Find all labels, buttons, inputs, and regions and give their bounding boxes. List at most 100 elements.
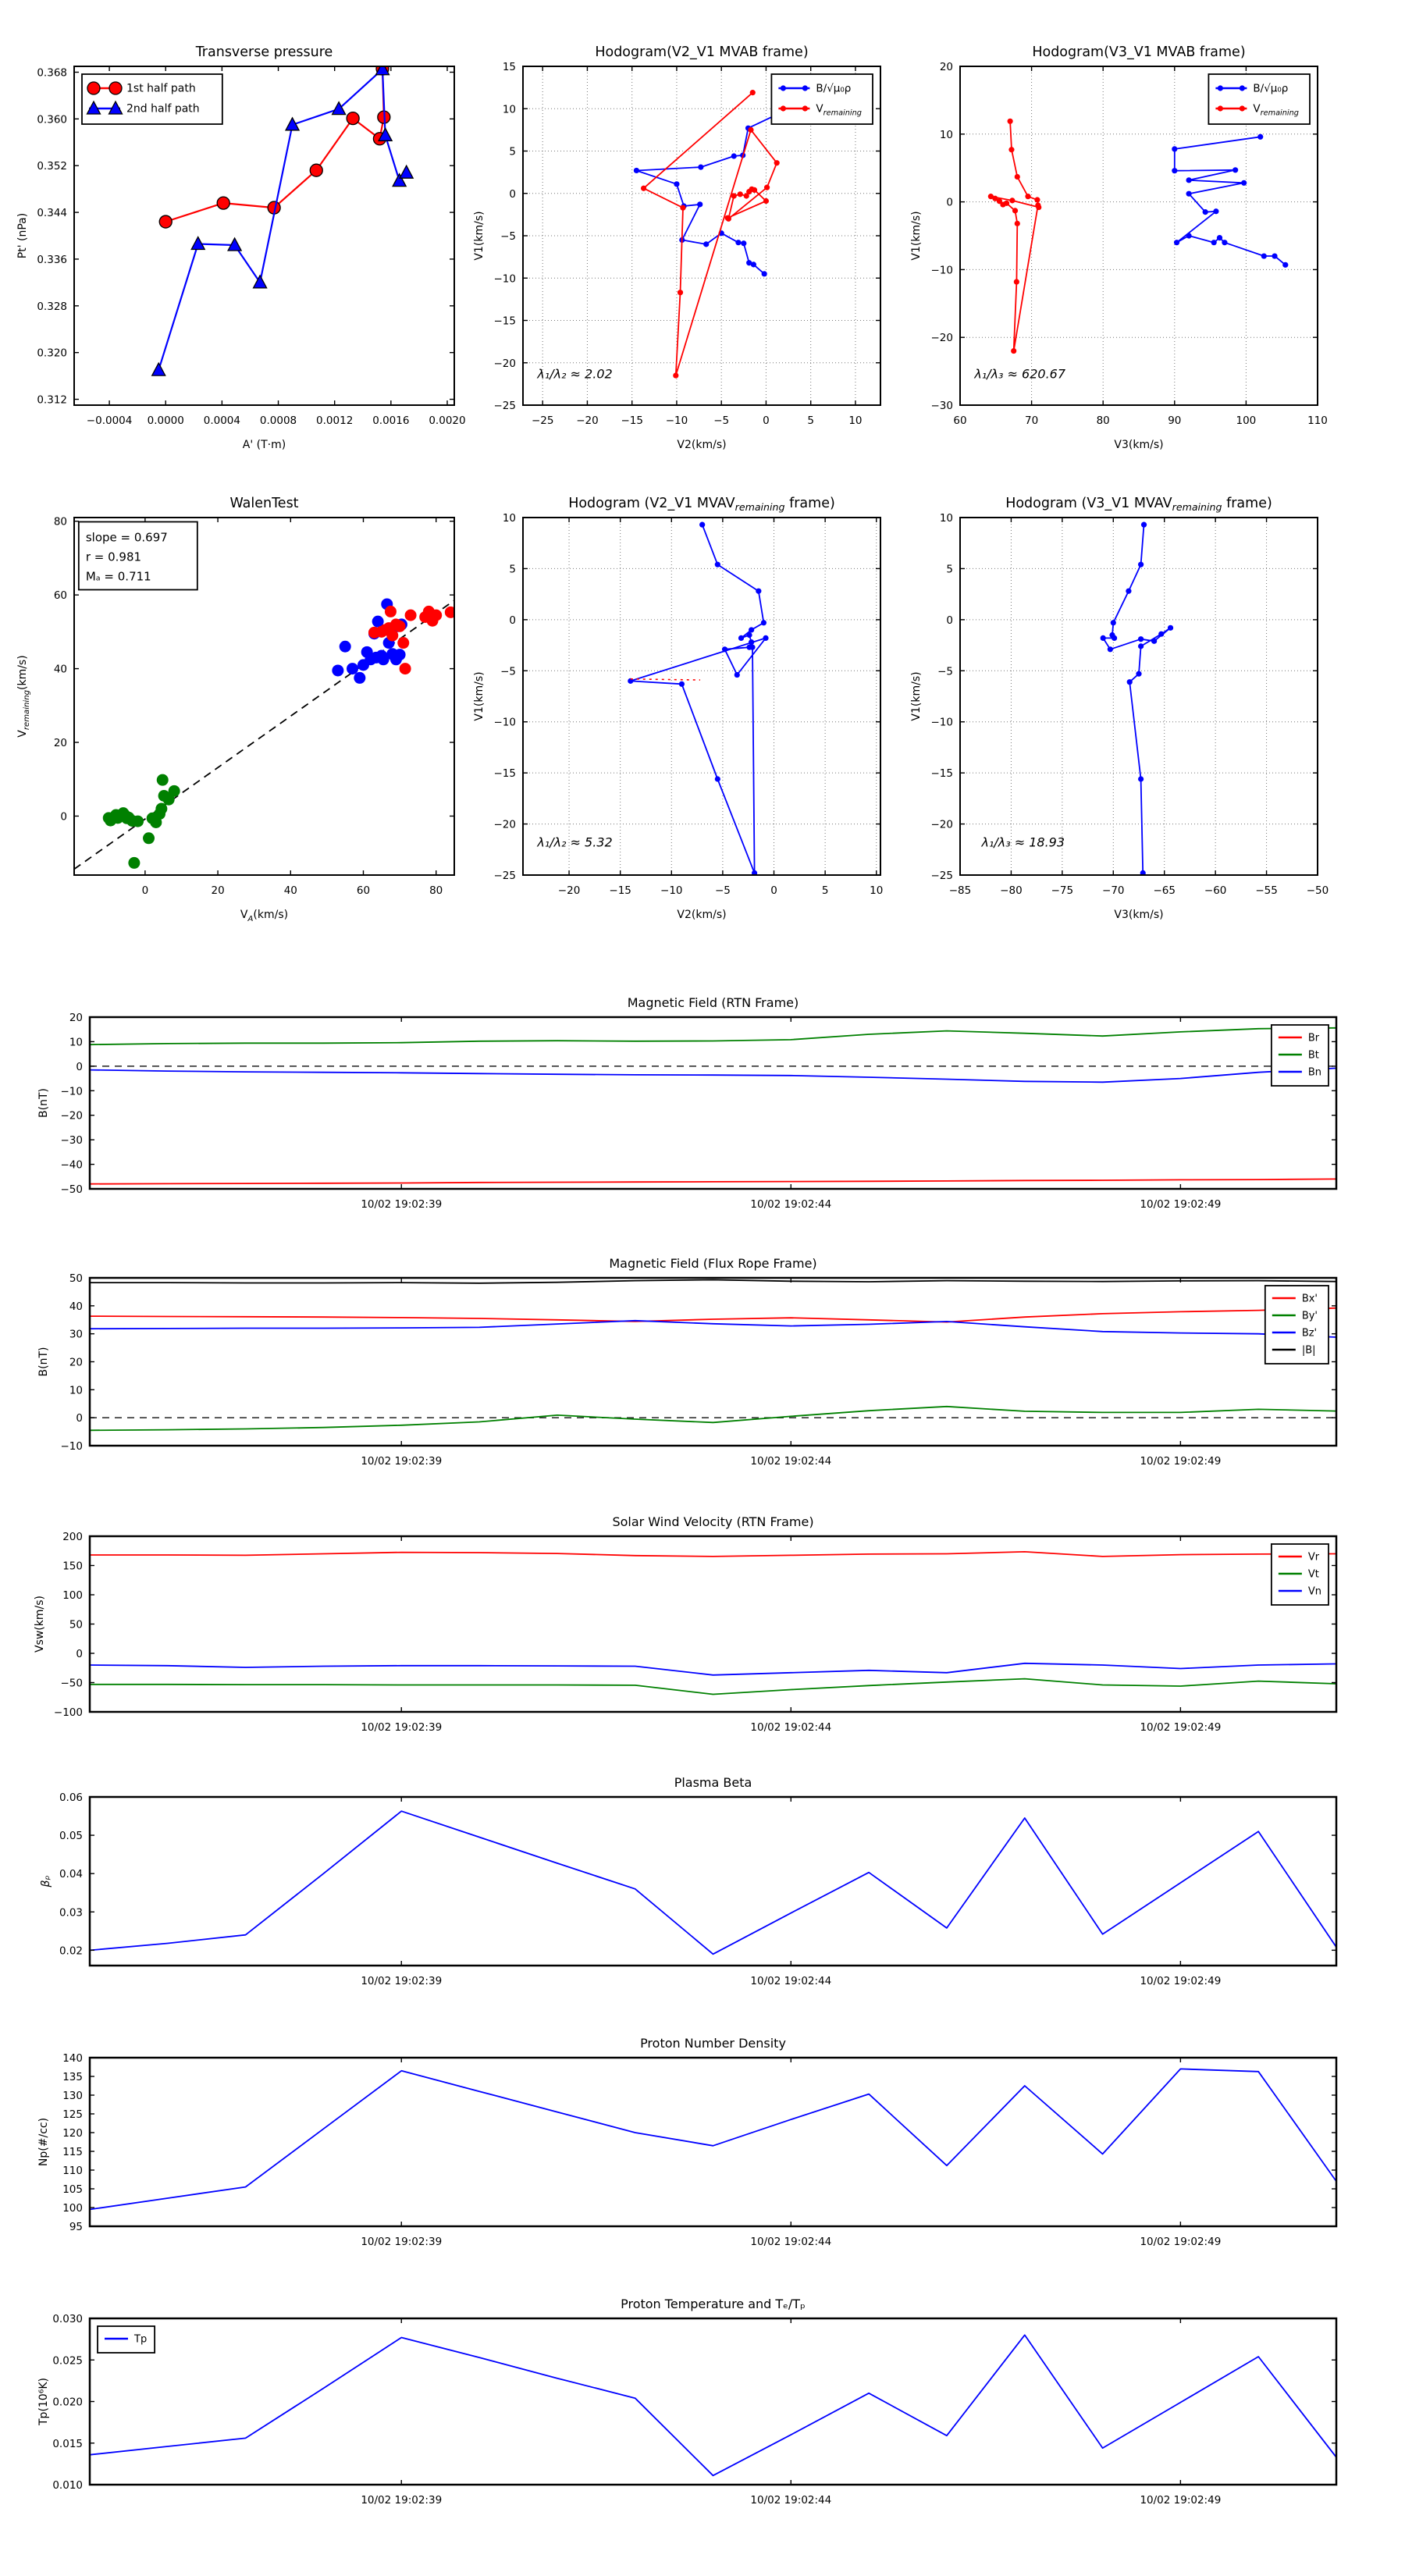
y-tick-label: 115 — [62, 2146, 83, 2158]
x-tick-label: −5 — [713, 415, 729, 427]
y-tick-label: 120 — [62, 2127, 83, 2140]
y-tick-label: 0.06 — [59, 1791, 83, 1804]
y-tick-label: 10 — [69, 1036, 83, 1048]
x-tick-label: 10 — [870, 884, 883, 897]
x-tick-label: 0 — [770, 884, 777, 897]
legend-label: Vr — [1308, 1552, 1320, 1564]
panel-p3-xlabel: V3(km/s) — [1114, 439, 1163, 451]
panel-t1-ylabel: B(nT) — [37, 1088, 50, 1118]
y-tick-label: −5 — [500, 230, 516, 243]
series-Vt — [90, 1678, 1336, 1695]
legend-label: Tp — [133, 2334, 147, 2346]
x-tick-label: 10/02 19:02:39 — [361, 1455, 442, 1468]
panel-p3-ylabel: V1(km/s) — [910, 211, 923, 260]
x-tick-label: 10/02 19:02:44 — [750, 2236, 831, 2248]
y-tick-label: 20 — [54, 737, 67, 749]
x-tick-label: 0.0016 — [372, 415, 409, 427]
x-tick-label: −5 — [715, 884, 731, 897]
y-tick-label: −15 — [494, 315, 517, 328]
y-tick-label: −40 — [61, 1159, 84, 1172]
y-tick-label: 0.360 — [37, 113, 67, 126]
y-tick-label: 0.015 — [52, 2438, 83, 2450]
x-tick-label: 10/02 19:02:39 — [361, 1975, 442, 1987]
panel-t1-legend: Br Bt Bn — [1270, 1024, 1329, 1087]
legend-label: Bx' — [1302, 1293, 1318, 1305]
legend-label: 1st half path — [126, 83, 196, 95]
series-fit — [74, 600, 454, 870]
y-tick-label: 5 — [509, 146, 516, 158]
panel-p5-axes — [522, 517, 881, 876]
y-tick-label: 5 — [509, 563, 516, 575]
panel-t4-ylabel: βₚ — [40, 1876, 52, 1888]
panel-t5-title: Proton Number Density — [640, 2036, 786, 2051]
panel-t3-title: Solar Wind Velocity (RTN Frame) — [612, 1514, 813, 1529]
y-tick-label: −10 — [61, 1440, 84, 1453]
y-tick-label: 0 — [76, 1412, 83, 1425]
y-tick-label: 40 — [54, 664, 67, 676]
y-tick-label: 50 — [69, 1272, 83, 1285]
y-tick-label: −10 — [494, 717, 517, 729]
legend-label: Vremaining — [1253, 103, 1299, 118]
panel-p6-ylabel: V1(km/s) — [910, 671, 923, 720]
y-tick-label: 40 — [69, 1300, 83, 1313]
y-tick-label: 0 — [509, 614, 516, 627]
panel-p4-ylabel: Vremaining(km/s) — [16, 655, 31, 737]
series-By' — [90, 1405, 1336, 1432]
panel-t1: 10/02 19:02:39 10/02 19:02:44 10/02 19:02:… — [37, 995, 1338, 1211]
series-Vr — [90, 1551, 1336, 1557]
x-tick-label: 60 — [953, 415, 966, 427]
y-tick-label: 0 — [509, 188, 516, 201]
y-tick-label: 0.336 — [37, 254, 67, 266]
x-tick-label: −15 — [621, 415, 643, 427]
y-tick-label: −25 — [494, 400, 517, 412]
x-tick-label: 10/02 19:02:49 — [1140, 2236, 1221, 2248]
series-V hodogram — [628, 521, 769, 875]
y-tick-label: 0.04 — [59, 1868, 83, 1880]
legend-label: By' — [1302, 1311, 1318, 1322]
y-tick-label: 10 — [503, 103, 516, 116]
x-tick-label: 40 — [284, 884, 297, 897]
x-tick-label: −10 — [660, 884, 683, 897]
series-Tp — [90, 2334, 1336, 2477]
y-tick-label: −10 — [494, 272, 517, 285]
y-tick-label: 125 — [62, 2108, 83, 2121]
panel-p6-axes — [959, 517, 1318, 876]
series-B/sqrt(mu0 rho) — [1172, 133, 1289, 268]
panel-p2-ylabel: V1(km/s) — [473, 211, 486, 260]
x-tick-label: 10/02 19:02:44 — [750, 2494, 831, 2507]
x-tick-label: 70 — [1025, 415, 1038, 427]
y-tick-label: 50 — [69, 1619, 83, 1631]
y-tick-label: 5 — [946, 563, 953, 575]
y-tick-label: −30 — [931, 400, 954, 412]
y-tick-label: −25 — [931, 870, 954, 882]
x-tick-label: −60 — [1204, 884, 1227, 897]
series-first-interval — [102, 774, 180, 869]
svg-text:r = 0.981: r = 0.981 — [86, 550, 141, 564]
panel-p3-axes — [959, 66, 1318, 406]
x-tick-label: −70 — [1102, 884, 1125, 897]
panel-p5-annotation: λ₁/λ₂ ≈ 5.32 — [536, 834, 612, 849]
x-tick-label: 10/02 19:02:39 — [361, 1721, 442, 1734]
panel-t4-axes — [88, 1795, 1338, 1967]
svg-text:slope = 0.697: slope = 0.697 — [86, 530, 168, 544]
panel-p5: −20 −15 −10 −5 0 5 10 −25 −20 −15 −10 −5 0 5 10 Hodogra… — [473, 496, 883, 921]
y-tick-label: 0.010 — [52, 2479, 83, 2492]
x-tick-label: 80 — [429, 884, 443, 897]
y-tick-label: −20 — [494, 358, 517, 370]
x-tick-label: 60 — [357, 884, 370, 897]
panel-p4-title: WalenTest — [229, 496, 298, 511]
y-tick-label: −5 — [937, 665, 953, 678]
series-V remaining — [640, 90, 780, 379]
x-tick-label: 10/02 19:02:49 — [1140, 1721, 1221, 1734]
x-tick-label: 10/02 19:02:39 — [361, 2494, 442, 2507]
panel-p4-xlabel: VA(km/s) — [240, 909, 288, 923]
series-|B| — [90, 1279, 1336, 1284]
panel-p2-legend: B/√μ₀ρ Vremaining — [770, 73, 873, 125]
panel-p4-axes — [73, 517, 455, 876]
y-tick-label: 0.025 — [52, 2354, 83, 2367]
y-tick-label: −10 — [931, 717, 954, 729]
y-tick-label: 10 — [940, 129, 953, 141]
panel-t2-ylabel: B(nT) — [37, 1347, 50, 1377]
x-tick-label: −65 — [1153, 884, 1176, 897]
panel-t5-axes — [88, 2056, 1338, 2228]
